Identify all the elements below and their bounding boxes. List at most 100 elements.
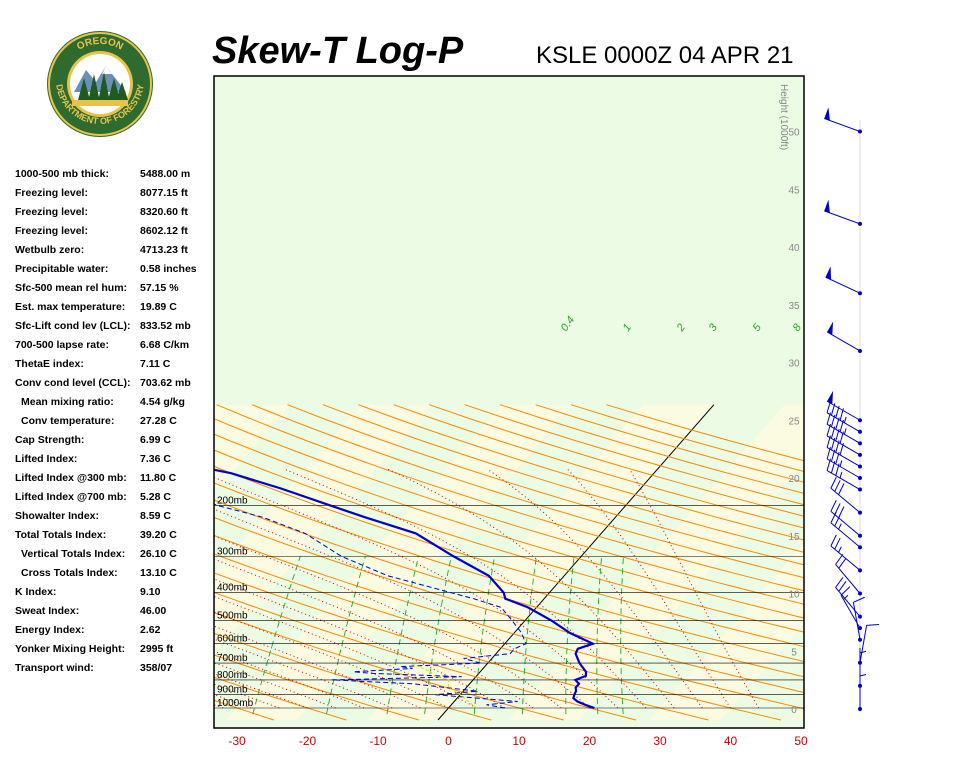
stat-value: 11.80 C xyxy=(140,472,177,484)
stat-label: Cross Totals Index: xyxy=(21,567,118,579)
stat-row: Lifted Index @700 mb: 5.28 C xyxy=(15,491,215,510)
stat-value: 833.52 mb xyxy=(140,320,191,332)
stat-value: 2.62 xyxy=(140,624,161,636)
wind-barb-staff xyxy=(824,118,861,132)
pressure-label: 800mb xyxy=(217,670,248,681)
moist-adiabat xyxy=(0,469,167,708)
wind-barb xyxy=(826,446,862,480)
wind-barb-base xyxy=(858,487,862,492)
wind-barb-full xyxy=(835,554,844,565)
stat-value: 39.20 C xyxy=(140,529,177,541)
stat-value: 8602.12 ft xyxy=(140,225,188,237)
stat-label: Lifted Index @300 mb: xyxy=(15,472,127,484)
wind-barb-base xyxy=(858,510,862,515)
wind-barb xyxy=(830,534,862,573)
wind-barb-base xyxy=(858,533,862,538)
stat-row: 700-500 lapse rate: 6.68 C/km xyxy=(15,339,215,358)
pressure-label: 900mb xyxy=(217,685,248,696)
wind-barb-base xyxy=(858,418,862,423)
wind-barb-staff xyxy=(840,594,861,629)
pressure-label: 700mb xyxy=(217,653,248,664)
height-tick-label: 10 xyxy=(788,590,800,601)
wind-barb-staff xyxy=(859,625,868,663)
stat-label: Freezing level: xyxy=(15,225,88,237)
wind-barb xyxy=(826,458,862,492)
stat-value: 26.10 C xyxy=(140,548,177,560)
wind-barb-half xyxy=(859,650,867,654)
moist-adiabat xyxy=(214,704,224,709)
isotherm-band xyxy=(0,405,150,720)
wind-barb-base xyxy=(858,614,862,619)
plot-lines xyxy=(0,404,804,721)
height-tick-label: 35 xyxy=(788,301,800,312)
wind-barb-staff xyxy=(835,564,861,594)
dry-adiabat xyxy=(214,632,492,721)
x-tick-label: 20 xyxy=(583,734,597,748)
temperature-trace xyxy=(214,468,596,710)
wind-barb-staff xyxy=(835,587,861,617)
wind-barb xyxy=(858,647,867,688)
mixing-ratio-label: 1 xyxy=(621,322,634,334)
x-tick-label: -20 xyxy=(299,734,317,748)
dry-adiabat xyxy=(216,404,804,592)
chart-title: Skew-T Log-P xyxy=(212,30,464,72)
moist-adiabat xyxy=(214,535,562,709)
moist-adiabat xyxy=(214,611,449,709)
dry-adiabat xyxy=(214,465,804,648)
stat-value: 13.10 C xyxy=(140,567,177,579)
wind-barb xyxy=(826,412,862,446)
stat-label: Yonker Mixing Height: xyxy=(15,643,126,655)
wind-barb-full xyxy=(830,534,837,547)
wind-barb-staff xyxy=(830,545,861,571)
stat-label: 1000-500 mb thick: xyxy=(15,168,109,180)
wind-barb xyxy=(830,499,862,538)
height-tick-label: 25 xyxy=(788,416,800,427)
stat-value: 5488.00 m xyxy=(140,168,191,180)
stat-row: Conv cond level (CCL): 703.62 mb xyxy=(15,377,215,396)
x-tick-label: -10 xyxy=(369,734,387,748)
stat-value: 46.00 xyxy=(140,605,167,617)
moist-adiabat xyxy=(214,578,506,709)
wind-barb-base xyxy=(858,637,862,642)
pressure-label: 600mb xyxy=(217,634,248,645)
wind-barb-pennant xyxy=(824,199,830,213)
wind-barb-pennant xyxy=(827,390,834,405)
stat-value: 703.62 mb xyxy=(140,377,191,389)
wind-barb-staff xyxy=(830,510,861,537)
dry-adiabat xyxy=(214,449,804,633)
height-tick-label: 15 xyxy=(788,532,800,543)
stat-label: Conv cond level (CCL): xyxy=(15,377,131,389)
plot-frame xyxy=(213,75,805,729)
moist-adiabat xyxy=(629,468,760,709)
stat-label: K Index: xyxy=(15,586,57,598)
stat-row: Mean mixing ratio: 4.54 g/kg xyxy=(15,396,215,415)
stat-label: Freezing level: xyxy=(15,206,88,218)
wind-barb-staff xyxy=(830,522,861,548)
stat-label: Vertical Totals Index: xyxy=(21,548,126,560)
mixing-ratio-line xyxy=(521,556,537,715)
stat-value: 4713.23 ft xyxy=(140,244,188,256)
wind-barb xyxy=(826,423,862,457)
wind-barb xyxy=(852,596,865,642)
pressure-label: 1000mb xyxy=(217,698,254,709)
wind-barb-pennant xyxy=(827,321,834,335)
wind-barb-base xyxy=(858,591,862,596)
dry-adiabat xyxy=(214,499,804,678)
wind-barb xyxy=(858,624,879,665)
moist-adiabat xyxy=(387,468,675,709)
stat-label: Sweat Index: xyxy=(15,605,80,617)
height-tick-label: 0 xyxy=(791,705,797,716)
wind-barb-full xyxy=(838,581,847,592)
height-tick-label: 30 xyxy=(788,359,800,370)
wind-barb-full xyxy=(835,577,844,588)
mixing-ratio-line xyxy=(386,556,419,715)
stat-row: Lifted Index: 7.36 C xyxy=(15,453,215,472)
stat-row: 1000-500 mb thick: 5488.00 m xyxy=(15,168,215,187)
wind-barb-base xyxy=(858,129,862,134)
wind-barb-full xyxy=(834,537,841,550)
plot-background xyxy=(0,76,804,728)
mixing-ratio-line xyxy=(424,556,452,715)
moist-adiabat xyxy=(214,595,477,709)
wind-barb xyxy=(840,586,862,631)
pressure-label: 500mb xyxy=(217,611,248,622)
